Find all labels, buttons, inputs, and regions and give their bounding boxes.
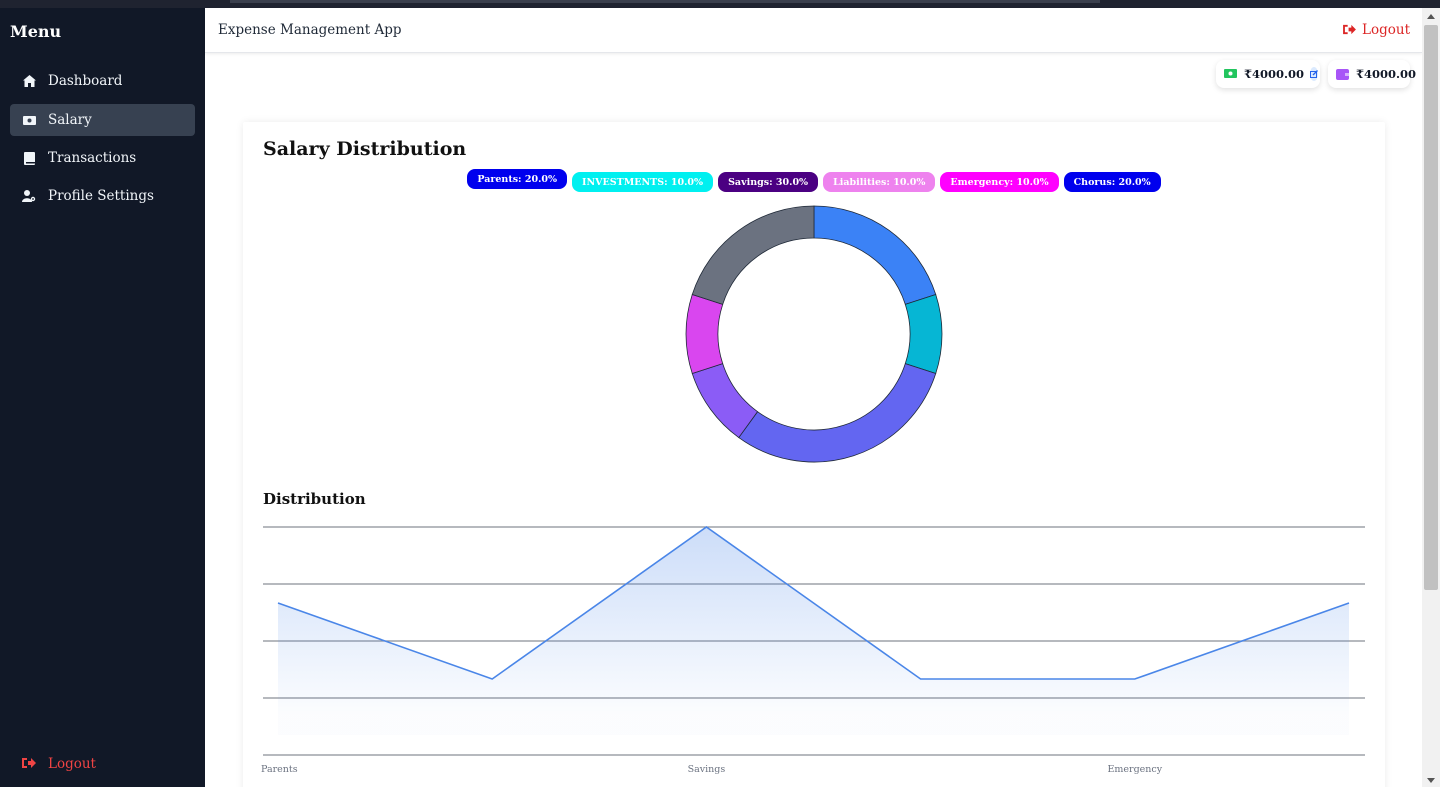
top-header: Expense Management App Logout xyxy=(205,8,1422,53)
card-title: Salary Distribution xyxy=(263,138,467,160)
doughnut-slice-5[interactable] xyxy=(691,205,815,305)
area-fill xyxy=(278,527,1349,735)
header-logout-label: Logout xyxy=(1362,22,1410,38)
legend-item[interactable]: INVESTMENTS: 10.0% xyxy=(572,172,714,192)
sidebar-item-label: Dashboard xyxy=(48,73,123,89)
doughnut-chart xyxy=(685,205,943,463)
doughnut-slice-2[interactable] xyxy=(738,363,937,463)
data-point[interactable] xyxy=(275,600,281,606)
money-bill-icon xyxy=(1224,68,1237,80)
sidebar-item-dashboard[interactable]: Dashboard xyxy=(10,65,195,97)
edit-icon xyxy=(1310,70,1318,78)
doughnut-legend: Parents: 20.0% INVESTMENTS: 10.0% Savings:… xyxy=(243,169,1385,192)
sidebar-logout-label: Logout xyxy=(48,756,96,772)
sidebar-item-label: Transactions xyxy=(48,150,137,166)
sign-out-icon xyxy=(22,757,36,771)
edit-salary-button[interactable] xyxy=(1310,67,1319,81)
data-point[interactable] xyxy=(918,676,924,682)
data-point[interactable] xyxy=(1132,676,1138,682)
legend-item[interactable]: Liabilities: 10.0% xyxy=(823,172,936,192)
page-scrollbar[interactable] xyxy=(1422,8,1440,787)
distribution-title: Distribution xyxy=(263,490,366,508)
browser-top-strip xyxy=(0,0,1440,8)
wallet-icon xyxy=(1336,68,1349,80)
doughnut-slice-1[interactable] xyxy=(904,293,943,375)
salary-balance-badge: ₹4000.00 xyxy=(1216,60,1320,88)
sidebar-title: Menu xyxy=(10,22,62,41)
x-tick-label: Savings xyxy=(688,764,726,775)
legend-item[interactable]: Emergency: 10.0% xyxy=(940,172,1059,192)
sidebar-item-label: Salary xyxy=(48,112,92,128)
sidebar-item-transactions[interactable]: Transactions xyxy=(10,142,195,174)
sign-out-icon xyxy=(1343,24,1356,37)
legend-item[interactable]: Chorus: 20.0% xyxy=(1063,172,1161,192)
header-logout-button[interactable]: Logout xyxy=(1343,22,1410,38)
doughnut-slice-4[interactable] xyxy=(685,293,724,375)
home-icon xyxy=(22,74,36,88)
sidebar-item-salary[interactable]: Salary xyxy=(10,104,195,136)
data-point[interactable] xyxy=(489,676,495,682)
x-tick-label: Emergency xyxy=(1107,764,1162,775)
x-tick-label: Parents xyxy=(261,764,298,775)
book-icon xyxy=(22,151,36,165)
scrollbar-thumb[interactable] xyxy=(1424,25,1438,590)
area-line xyxy=(277,526,1350,680)
sidebar: Menu Dashboard Salary Transactions Profi… xyxy=(0,8,205,787)
legend-item[interactable]: Parents: 20.0% xyxy=(467,169,568,189)
wallet-balance-amount: ₹4000.00 xyxy=(1356,67,1417,81)
legend-item[interactable]: Savings: 30.0% xyxy=(718,172,819,192)
wallet-balance-badge: ₹4000.00 xyxy=(1328,60,1416,88)
sidebar-logout-button[interactable]: Logout xyxy=(22,756,96,772)
salary-balance-amount: ₹4000.00 xyxy=(1244,67,1305,81)
distribution-area-chart: Parents Savings Emergency xyxy=(261,524,1365,775)
data-point[interactable] xyxy=(703,524,709,530)
sidebar-item-label: Profile Settings xyxy=(48,188,154,204)
data-point[interactable] xyxy=(1346,600,1352,606)
scroll-up-arrow-icon[interactable] xyxy=(1427,14,1435,19)
money-bill-icon xyxy=(22,113,36,127)
salary-distribution-card: Salary Distribution Parents: 20.0% INVEST… xyxy=(243,122,1385,787)
scroll-down-arrow-icon[interactable] xyxy=(1427,778,1435,783)
app-title: Expense Management App xyxy=(218,22,402,38)
doughnut-slice-0[interactable] xyxy=(813,205,937,305)
sidebar-item-profile-settings[interactable]: Profile Settings xyxy=(10,180,195,212)
browser-tab-bar xyxy=(230,0,1100,3)
user-cog-icon xyxy=(22,189,36,203)
